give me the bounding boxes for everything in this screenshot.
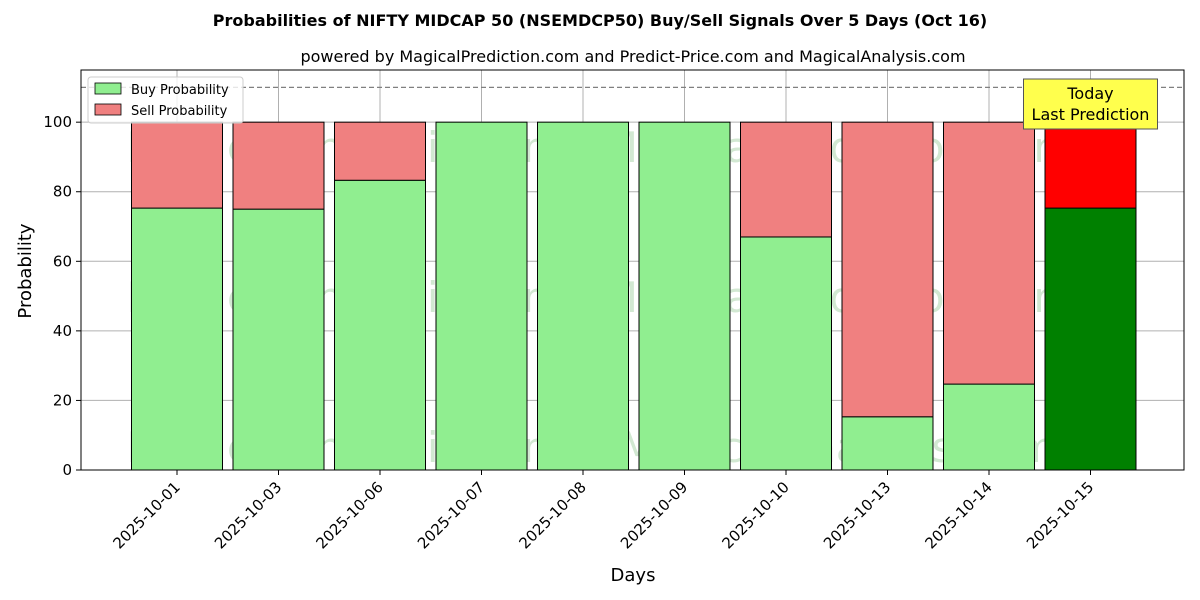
plot-frame xyxy=(80,69,1185,471)
x-tick-label: 2025-10-15 xyxy=(1023,478,1097,552)
annotation-line-1: Today xyxy=(1066,84,1113,103)
x-tick-label: 2025-10-10 xyxy=(718,478,792,552)
x-tick-label: 2025-10-06 xyxy=(312,478,386,552)
bar-sell xyxy=(740,121,832,238)
bar-sell xyxy=(1044,121,1137,209)
bar-sell xyxy=(841,121,934,418)
y-tick-label: 100 xyxy=(43,113,72,131)
legend-label-buy: Buy Probability xyxy=(131,83,229,98)
bar-buy xyxy=(1044,207,1137,471)
x-tick-label: 2025-10-09 xyxy=(617,478,691,552)
chart-subtitle: powered by MagicalPrediction.com and Pre… xyxy=(300,47,965,66)
bar-buy xyxy=(131,207,223,471)
bar-buy xyxy=(638,121,731,471)
legend-swatch-buy xyxy=(94,82,122,95)
x-axis-label: Days xyxy=(611,565,656,586)
bar-buy xyxy=(943,383,1035,471)
y-tick-label: 20 xyxy=(53,391,72,409)
x-tick-label: 2025-10-14 xyxy=(921,478,995,552)
bar-buy xyxy=(232,208,325,471)
bar-buy xyxy=(740,236,832,471)
bar-buy xyxy=(841,416,934,471)
y-tick-label: 80 xyxy=(53,183,72,201)
x-tick-label: 2025-10-03 xyxy=(211,478,285,552)
legend xyxy=(87,76,244,124)
y-axis-label: Probability xyxy=(15,223,36,318)
x-tick-label: 2025-10-13 xyxy=(820,478,894,552)
x-tick-label: 2025-10-01 xyxy=(109,478,183,552)
chart-title: Probabilities of NIFTY MIDCAP 50 (NSEMDC… xyxy=(213,11,987,30)
y-tick-label: 60 xyxy=(53,252,72,270)
bar-sell xyxy=(232,121,325,210)
legend-label-sell: Sell Probability xyxy=(131,104,228,119)
y-tick-label: 0 xyxy=(62,461,72,479)
bar-buy xyxy=(334,179,426,471)
annotation-line-2: Last Prediction xyxy=(1032,105,1150,124)
y-tick-label: 40 xyxy=(53,322,72,340)
legend-swatch-sell xyxy=(94,103,122,116)
x-tick-label: 2025-10-07 xyxy=(414,478,488,552)
annotation-box xyxy=(1023,78,1158,130)
bar-sell xyxy=(131,121,223,209)
x-tick-label: 2025-10-08 xyxy=(515,478,589,552)
bar-sell xyxy=(943,121,1035,385)
bar-buy xyxy=(435,121,528,471)
bar-buy xyxy=(537,121,629,471)
bar-sell xyxy=(334,121,426,181)
